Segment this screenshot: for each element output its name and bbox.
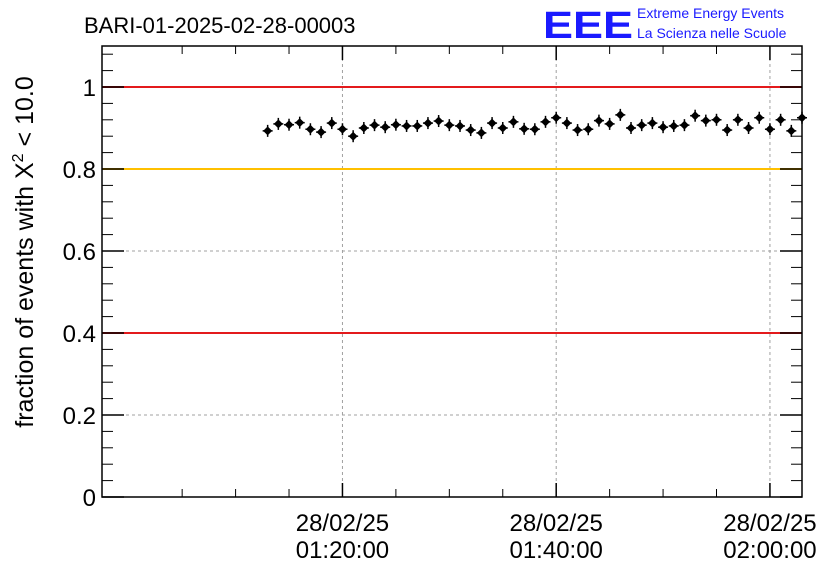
- data-point: [743, 122, 754, 134]
- x-tick-labels: 28/02/2501:20:0028/02/2501:40:0028/02/25…: [296, 510, 817, 564]
- data-point: [636, 119, 647, 132]
- data-point: [433, 115, 444, 128]
- data-point: [604, 117, 615, 130]
- data-point: [316, 126, 327, 139]
- data-point: [305, 123, 316, 136]
- data-points: [262, 108, 807, 143]
- data-point: [647, 117, 658, 130]
- reference-lines: [102, 86, 802, 334]
- x-tick-label-date: 28/02/25: [296, 510, 389, 537]
- data-point: [455, 119, 466, 132]
- data-point: [337, 123, 348, 136]
- data-point: [294, 116, 305, 129]
- data-point: [561, 117, 572, 130]
- data-point: [380, 121, 391, 134]
- x-tick-label-time: 01:40:00: [509, 537, 602, 564]
- logo-line2: La Scienza nelle Scuole: [637, 25, 787, 41]
- y-tick-labels: 0 0.2 0.4 0.6 0.8 1: [63, 75, 96, 512]
- logo-line1: Extreme Energy Events: [637, 5, 784, 21]
- data-point: [540, 115, 551, 128]
- x-tick-label-time: 02:00:00: [723, 537, 816, 564]
- x-tick-label-time: 01:20:00: [296, 537, 389, 564]
- data-point: [284, 118, 295, 131]
- data-point: [273, 117, 284, 130]
- data-point: [358, 122, 369, 134]
- data-point: [764, 123, 775, 136]
- data-point: [476, 126, 487, 139]
- y-tick-label: 0.6: [63, 239, 96, 266]
- data-point: [754, 111, 765, 124]
- data-point: [412, 119, 423, 132]
- data-point: [615, 108, 626, 121]
- chart-title: BARI-01-2025-02-28-00003: [84, 13, 356, 38]
- data-point: [690, 109, 701, 122]
- data-point: [797, 111, 807, 124]
- data-point: [529, 123, 540, 136]
- y-tick-label: 1: [83, 75, 96, 102]
- data-point: [551, 111, 562, 124]
- data-point: [497, 122, 508, 134]
- data-point: [775, 113, 786, 126]
- data-point: [465, 124, 476, 137]
- data-point: [369, 119, 380, 132]
- x-tick-label-date: 28/02/25: [723, 510, 816, 537]
- data-point: [326, 117, 337, 130]
- data-point: [593, 114, 604, 127]
- logo-mark: EEE: [543, 5, 633, 47]
- plot-frame: [101, 45, 803, 498]
- y-axis-label: fraction of events with X2 < 10.0: [10, 76, 39, 427]
- axes: [101, 45, 803, 498]
- data-point: [508, 115, 519, 128]
- data-point: [786, 124, 797, 137]
- data-point: [700, 114, 711, 127]
- x-tick-label-date: 28/02/25: [509, 510, 602, 537]
- eee-logo: EEE Extreme Energy Events La Scienza nel…: [543, 5, 787, 47]
- data-point: [401, 119, 412, 132]
- data-point: [422, 117, 433, 130]
- data-point: [262, 124, 273, 137]
- data-point: [626, 122, 637, 134]
- y-tick-label: 0.4: [63, 321, 96, 348]
- data-point: [348, 130, 359, 143]
- data-point: [658, 121, 669, 134]
- data-point: [711, 113, 722, 126]
- y-tick-label: 0: [83, 485, 96, 512]
- data-point: [572, 124, 583, 137]
- data-point: [390, 118, 401, 131]
- data-point: [519, 122, 530, 135]
- y-tick-label: 0.2: [63, 403, 96, 430]
- data-point: [583, 123, 594, 136]
- data-point: [679, 119, 690, 132]
- data-point: [668, 119, 679, 132]
- data-point: [732, 113, 743, 126]
- data-point: [487, 117, 498, 130]
- data-point: [444, 119, 455, 132]
- y-tick-label: 0.8: [63, 157, 96, 184]
- data-point: [722, 124, 733, 137]
